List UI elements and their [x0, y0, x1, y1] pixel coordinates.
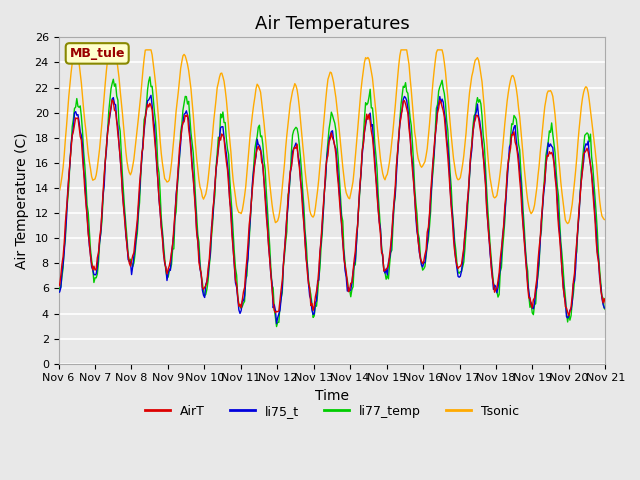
Text: MB_tule: MB_tule — [70, 47, 125, 60]
Title: Air Temperatures: Air Temperatures — [255, 15, 410, 33]
X-axis label: Time: Time — [315, 389, 349, 403]
Legend: AirT, li75_t, li77_temp, Tsonic: AirT, li75_t, li77_temp, Tsonic — [140, 400, 524, 423]
Y-axis label: Air Temperature (C): Air Temperature (C) — [15, 132, 29, 269]
